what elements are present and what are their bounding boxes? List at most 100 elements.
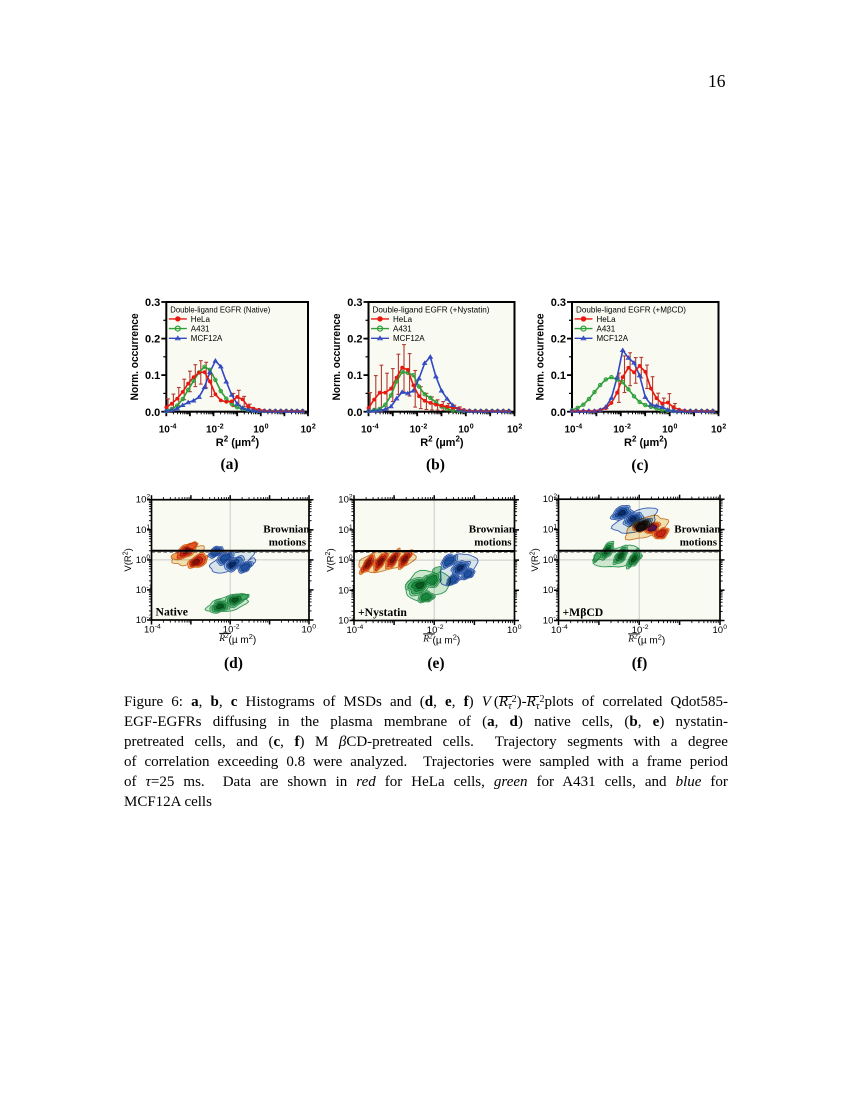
- svg-text:R2(µ m2): R2(µ m2): [218, 632, 256, 646]
- svg-text:1: 1: [349, 524, 353, 531]
- svg-text:R2(µ m2): R2(µ m2): [627, 632, 665, 646]
- svg-text:R2(µ m2): R2(µ m2): [422, 632, 460, 646]
- svg-text:-2: -2: [146, 614, 152, 621]
- svg-text:A431: A431: [597, 325, 616, 334]
- svg-text:10: 10: [338, 585, 349, 596]
- svg-text:10: 10: [507, 625, 518, 636]
- svg-text:-4: -4: [155, 623, 161, 630]
- svg-text:10: 10: [564, 425, 576, 436]
- svg-text:-1: -1: [146, 584, 152, 591]
- svg-text:(d): (d): [224, 655, 243, 672]
- svg-text:2: 2: [722, 423, 726, 430]
- svg-text:-4: -4: [562, 624, 568, 631]
- svg-text:10: 10: [338, 555, 349, 566]
- svg-text:10: 10: [613, 425, 625, 436]
- svg-text:10: 10: [136, 555, 147, 566]
- svg-text:10: 10: [543, 616, 554, 627]
- svg-text:V(R2): V(R2): [123, 548, 135, 571]
- svg-text:0: 0: [146, 554, 150, 561]
- svg-text:0: 0: [518, 624, 522, 631]
- svg-text:10: 10: [551, 625, 562, 636]
- svg-text:V(R2): V(R2): [530, 548, 542, 571]
- svg-text:-2: -2: [217, 423, 223, 430]
- svg-text:10: 10: [632, 625, 643, 636]
- svg-text:-2: -2: [421, 423, 427, 430]
- svg-text:0: 0: [674, 423, 678, 430]
- svg-text:10: 10: [361, 425, 373, 436]
- svg-text:-2: -2: [553, 615, 559, 622]
- svg-text:10: 10: [427, 625, 438, 636]
- svg-text:Norm. occurrence: Norm. occurrence: [129, 313, 141, 400]
- svg-text:-4: -4: [576, 423, 582, 430]
- svg-text:HeLa: HeLa: [393, 315, 413, 324]
- svg-text:R2 (µm2): R2 (µm2): [420, 435, 464, 450]
- svg-text:-4: -4: [170, 423, 176, 430]
- svg-text:10: 10: [136, 495, 147, 506]
- svg-text:MCF12A: MCF12A: [191, 334, 223, 343]
- svg-text:0.0: 0.0: [551, 407, 566, 419]
- svg-text:10: 10: [338, 616, 349, 627]
- svg-text:10: 10: [543, 494, 554, 505]
- svg-text:10: 10: [543, 585, 554, 596]
- svg-text:Double-ligand EGFR (+Nystatin): Double-ligand EGFR (+Nystatin): [373, 305, 490, 314]
- svg-text:R2 (µm2): R2 (µm2): [624, 435, 668, 450]
- svg-text:+Nystatin: +Nystatin: [358, 606, 407, 619]
- svg-text:A431: A431: [393, 325, 412, 334]
- svg-text:-2: -2: [349, 615, 355, 622]
- svg-text:0.1: 0.1: [145, 370, 160, 382]
- svg-text:10: 10: [302, 624, 313, 635]
- svg-text:motions: motions: [474, 536, 512, 548]
- svg-text:(a): (a): [220, 456, 238, 473]
- svg-text:10: 10: [662, 425, 674, 436]
- svg-text:10: 10: [144, 624, 155, 635]
- svg-text:Native: Native: [156, 606, 188, 619]
- svg-text:(b): (b): [426, 457, 445, 474]
- svg-text:10: 10: [543, 525, 554, 536]
- svg-text:2: 2: [518, 423, 522, 430]
- svg-text:10: 10: [338, 495, 349, 506]
- svg-text:-1: -1: [553, 584, 559, 591]
- svg-text:0: 0: [723, 624, 727, 631]
- svg-text:0.3: 0.3: [347, 297, 362, 309]
- svg-text:(f): (f): [632, 655, 648, 672]
- svg-text:HeLa: HeLa: [191, 315, 211, 324]
- svg-text:(e): (e): [427, 655, 444, 672]
- svg-text:MCF12A: MCF12A: [597, 334, 629, 343]
- svg-text:0.1: 0.1: [347, 370, 362, 382]
- svg-text:-4: -4: [357, 624, 363, 631]
- svg-text:+MβCD: +MβCD: [563, 606, 604, 619]
- svg-text:10: 10: [300, 425, 312, 436]
- svg-text:10: 10: [136, 615, 147, 626]
- svg-text:10: 10: [253, 425, 265, 436]
- svg-text:Double-ligand EGFR (Native): Double-ligand EGFR (Native): [170, 305, 270, 314]
- svg-text:10: 10: [410, 425, 422, 436]
- svg-text:10: 10: [338, 525, 349, 536]
- svg-text:0: 0: [553, 554, 557, 561]
- svg-text:0.2: 0.2: [551, 334, 566, 346]
- svg-text:10: 10: [206, 425, 218, 436]
- svg-text:1: 1: [553, 524, 557, 531]
- svg-text:0: 0: [470, 423, 474, 430]
- svg-text:-1: -1: [349, 584, 355, 591]
- svg-text:10: 10: [136, 585, 147, 596]
- svg-text:0: 0: [312, 623, 316, 630]
- svg-text:10: 10: [458, 425, 470, 436]
- svg-text:HeLa: HeLa: [597, 315, 617, 324]
- svg-text:Brownian: Brownian: [674, 523, 720, 535]
- svg-text:R2 (µm2): R2 (µm2): [216, 435, 260, 450]
- svg-text:MCF12A: MCF12A: [393, 334, 425, 343]
- svg-text:0.3: 0.3: [145, 297, 160, 309]
- svg-text:10: 10: [159, 425, 171, 436]
- svg-text:2: 2: [553, 493, 557, 500]
- svg-text:1: 1: [146, 524, 150, 531]
- svg-text:Norm. occurrence: Norm. occurrence: [331, 313, 343, 400]
- svg-text:A431: A431: [191, 325, 210, 334]
- svg-text:0.1: 0.1: [551, 370, 566, 382]
- svg-text:-4: -4: [372, 423, 378, 430]
- svg-text:V(R2): V(R2): [325, 548, 337, 571]
- svg-text:2: 2: [146, 494, 150, 501]
- svg-text:motions: motions: [680, 536, 718, 548]
- svg-text:2: 2: [312, 423, 316, 430]
- svg-text:10: 10: [347, 625, 358, 636]
- svg-text:Norm. occurrence: Norm. occurrence: [535, 313, 547, 400]
